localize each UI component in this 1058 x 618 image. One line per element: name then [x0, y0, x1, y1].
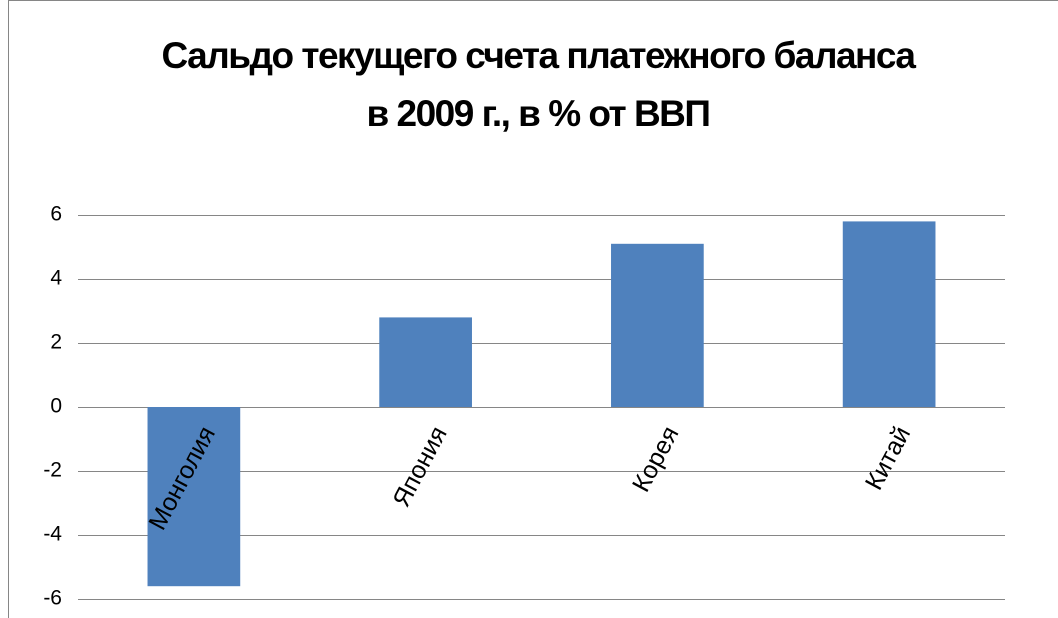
- bar: [842, 221, 936, 407]
- chart-frame: [8, 0, 1058, 618]
- bar: [379, 317, 472, 407]
- bar: [611, 243, 704, 407]
- y-tick-label: 6: [50, 203, 62, 226]
- chart-title: Сальдо текущего счета платежного баланса: [161, 35, 916, 76]
- y-tick-label: 2: [50, 331, 62, 354]
- x-tick-label: Япония: [387, 422, 452, 512]
- y-tick-label: 0: [50, 395, 62, 418]
- y-tick-label: -4: [43, 523, 62, 546]
- x-tick-label: Китай: [860, 422, 916, 495]
- bar: [147, 407, 241, 587]
- x-tick-label: Корея: [627, 422, 684, 497]
- y-tick-label: 4: [50, 267, 62, 290]
- chart-title: в 2009 г., в % от ВВП: [367, 93, 710, 134]
- y-tick-label: -6: [43, 587, 62, 610]
- y-tick-label: -2: [43, 459, 62, 482]
